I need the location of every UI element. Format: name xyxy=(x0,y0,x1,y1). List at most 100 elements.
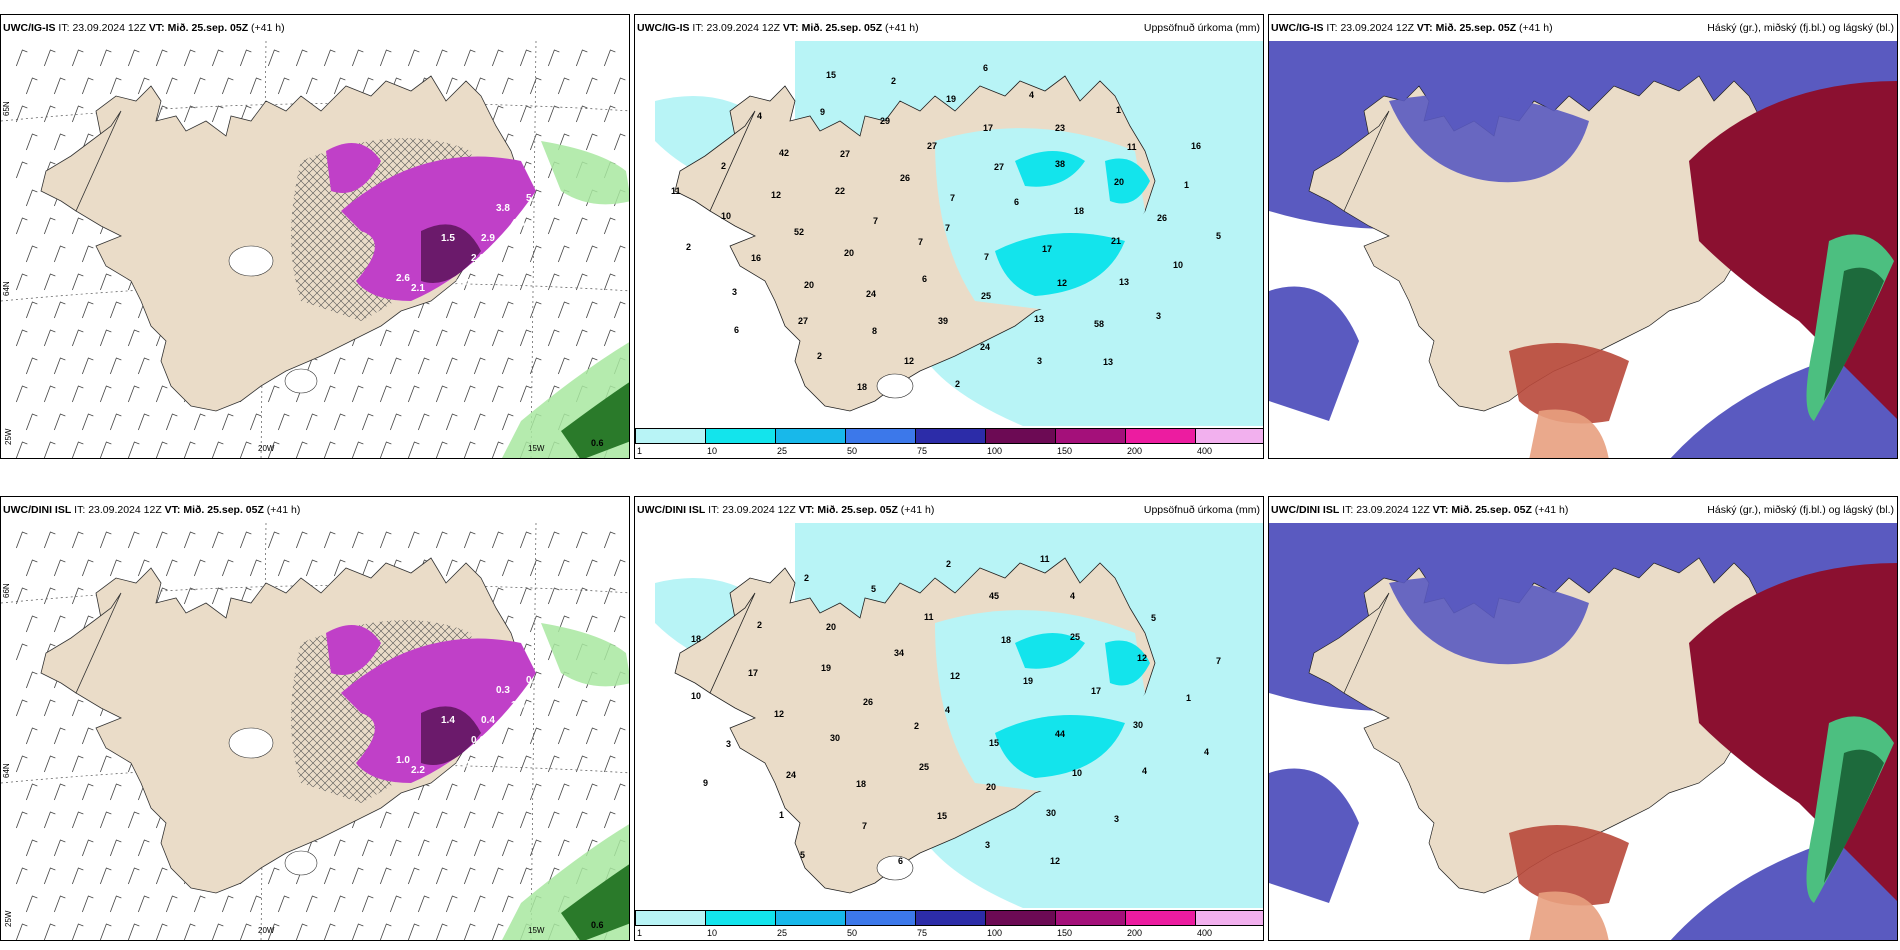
mid-cloud xyxy=(1529,409,1609,458)
map-svg xyxy=(1269,41,1897,458)
value-label: 0.3 xyxy=(496,685,510,696)
header-vt: Mið. 25.sep. 05Z xyxy=(167,22,249,34)
precip-value: 6 xyxy=(922,274,927,284)
colorbar-swatch xyxy=(775,428,846,444)
colorbar: 1 10 25 50 75 100 150 200 400 xyxy=(635,908,1263,940)
precip-value: 1 xyxy=(779,810,784,820)
low-cloud-core xyxy=(1824,267,1884,401)
precip-value: 22 xyxy=(835,186,845,196)
value-label: 2.2 xyxy=(411,765,425,776)
lon-label: 25W xyxy=(4,428,13,445)
header-lead: (+41 h) xyxy=(900,504,935,516)
colorbar-tick: 10 xyxy=(707,928,718,938)
map-svg xyxy=(1269,523,1897,940)
moderate-precip xyxy=(1015,633,1085,669)
value-label: 0.4 xyxy=(481,715,495,726)
header-it: 23.09.2024 12Z xyxy=(72,22,146,34)
precip-value: 6 xyxy=(734,325,739,335)
precip-value: 11 xyxy=(671,186,681,196)
colorbar-swatch xyxy=(985,428,1056,444)
lon-label: 20W xyxy=(258,926,275,935)
panel-header: UWC/IG-IS IT: 23.09.2024 12Z VT: Mið. 25… xyxy=(635,15,1263,41)
precip-value: 15 xyxy=(826,70,836,80)
value-label: 3.8 xyxy=(496,203,510,214)
precip-value: 15 xyxy=(989,738,999,748)
header-vt: Mið. 25.sep. 05Z xyxy=(817,504,898,516)
header-lead: (+41 h) xyxy=(1534,504,1569,516)
precip-value: 25 xyxy=(919,762,929,772)
colorbar-tick: 25 xyxy=(777,446,788,456)
colorbar-tick: 75 xyxy=(917,446,928,456)
value-label: 2.4 xyxy=(456,760,470,771)
colorbar-swatch xyxy=(1125,910,1196,926)
precip-core xyxy=(561,382,629,458)
lat-label: 66N xyxy=(2,583,11,598)
moderate-precip xyxy=(995,233,1125,296)
colorbar-tick: 150 xyxy=(1057,446,1073,456)
high-cloud xyxy=(1269,286,1359,421)
map-svg: 65N 64N 25W 20W 15W 0.6 2.62.1 3.4 2.3 3.0 1.5 3.84… xyxy=(1,41,629,458)
map-area xyxy=(1269,523,1897,940)
colorbar-tick: 400 xyxy=(1197,446,1213,456)
map-panel-p1: UWC/IG-IS IT: 23.09.2024 12Z VT: Mið. 25… xyxy=(0,14,630,459)
panel-header: UWC/IG-IS IT: 23.09.2024 12Z VT: Mið. 25… xyxy=(1269,15,1897,41)
colorbar-tick: 25 xyxy=(777,928,788,938)
precip-core xyxy=(561,864,629,940)
precip-value: 4 xyxy=(1029,90,1034,100)
precip-value: 38 xyxy=(1055,159,1065,169)
header-it: 23.09.2024 12Z xyxy=(1340,22,1414,34)
precip-value: 39 xyxy=(938,316,948,326)
precip-value: 23 xyxy=(1055,123,1065,133)
precip-value: 5 xyxy=(1216,231,1221,241)
precip-value: 4 xyxy=(1142,766,1147,776)
precip-value: 8 xyxy=(872,326,877,336)
precip-value: 7 xyxy=(873,216,878,226)
value-label: 1.0 xyxy=(511,700,525,711)
panel-header: UWC/IG-IS IT: 23.09.2024 12Z VT: Mið. 25… xyxy=(1,15,629,41)
precip-value: 9 xyxy=(703,778,708,788)
value-label: 2.3 xyxy=(471,253,485,264)
precip-value: 17 xyxy=(1042,244,1052,254)
precip-value: 10 xyxy=(691,691,701,701)
precip-value: 17 xyxy=(1091,686,1101,696)
precip-value: 6 xyxy=(1014,197,1019,207)
map-svg: 4212152619253444301820191718111012251520… xyxy=(635,523,1263,940)
value-label: 0.6 xyxy=(471,735,485,746)
precip-value: 26 xyxy=(863,697,873,707)
header-it: 23.09.2024 12Z xyxy=(722,504,796,516)
mid-cloud xyxy=(1529,891,1609,940)
header-model: UWC/IG-IS xyxy=(3,22,56,34)
value-label: 2.1 xyxy=(411,283,425,294)
moderate-precip xyxy=(995,715,1125,778)
high-cloud xyxy=(1389,94,1589,183)
map-panel-p4: UWC/DINI ISL IT: 23.09.2024 12Z VT: Mið.… xyxy=(0,496,630,941)
colorbar-swatch xyxy=(985,910,1056,926)
precip-value: 2 xyxy=(757,620,762,630)
lon-label: 15W xyxy=(528,926,545,935)
high-cloud xyxy=(1389,576,1589,665)
precip-value: 24 xyxy=(866,289,876,299)
precip-value: 24 xyxy=(786,770,796,780)
precip-value: 18 xyxy=(857,382,867,392)
precip-value: 6 xyxy=(898,856,903,866)
field-name: Háský (gr.), miðský (fj.bl.) og lágský (… xyxy=(1707,504,1894,516)
precip-value: 27 xyxy=(994,162,1004,172)
precip-value: 27 xyxy=(927,141,937,151)
precip-value: 20 xyxy=(1114,177,1124,187)
precip-value: 18 xyxy=(856,779,866,789)
precip-value: 34 xyxy=(894,648,904,658)
precip-value: 11 xyxy=(1127,142,1137,152)
westfjords-land xyxy=(674,110,756,212)
colorbar-tick: 75 xyxy=(917,928,928,938)
precip-value: 12 xyxy=(1057,278,1067,288)
value-label: 5.2 xyxy=(526,193,540,204)
colorbar-tick: 200 xyxy=(1127,446,1143,456)
precip-value: 4 xyxy=(1204,747,1209,757)
header-it-label: IT: xyxy=(708,504,720,516)
precip-value: 2 xyxy=(686,242,691,252)
map-panel-p5: UWC/DINI ISL IT: 23.09.2024 12Z VT: Mið.… xyxy=(634,496,1264,941)
colorbar-swatch xyxy=(705,428,776,444)
precip-value: 52 xyxy=(794,227,804,237)
map-panel-p3: UWC/IG-IS IT: 23.09.2024 12Z VT: Mið. 25… xyxy=(1268,14,1898,459)
